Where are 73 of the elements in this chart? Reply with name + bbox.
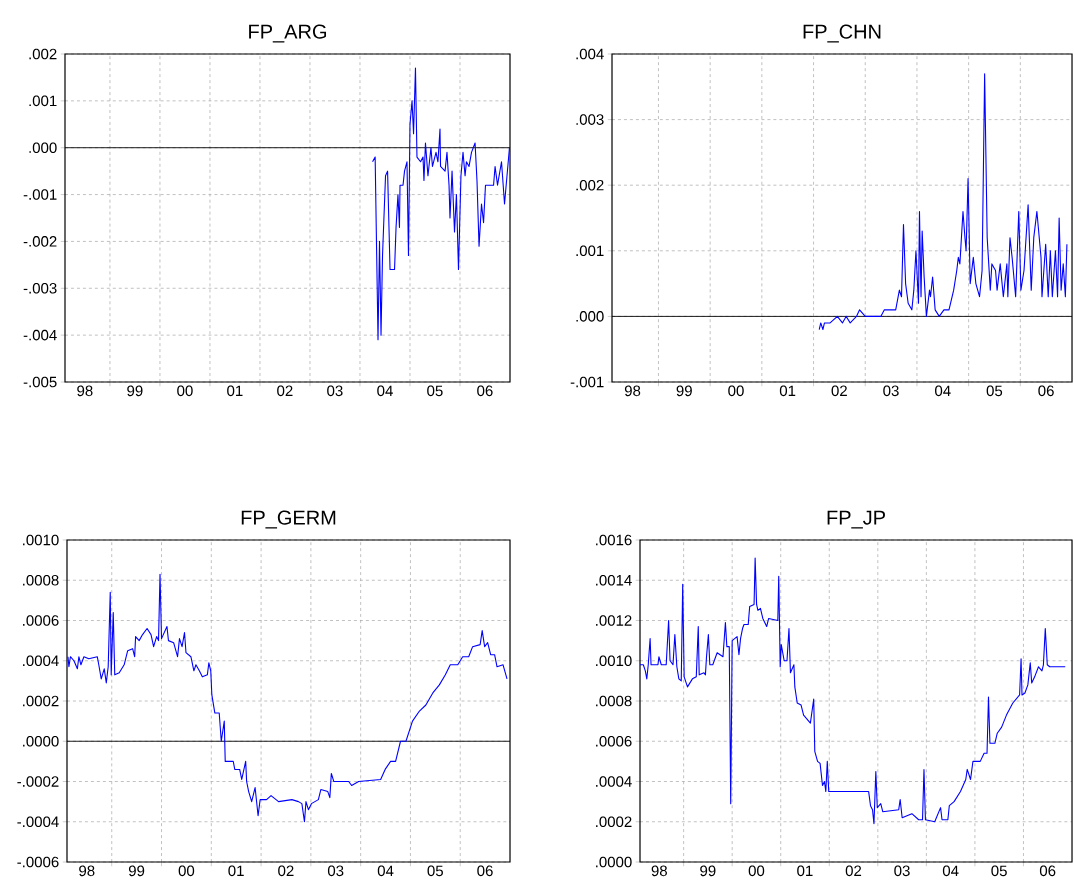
y-tick-label: .0006 [23,615,59,626]
y-tick-label: .000 [576,311,604,322]
x-tick-label: 05 [427,385,443,397]
x-tick-label: 00 [178,865,195,877]
x-tick-label: 02 [831,385,847,397]
y-tick-label: -.001 [23,189,57,200]
y-tick-label: .0002 [23,695,59,707]
y-tick-label: .000 [29,142,57,154]
y-tick-label: .001 [29,95,57,107]
chart-title: FP_ARG [249,24,327,43]
x-tick-label: 99 [127,385,143,397]
x-tick-label: 06 [477,865,493,877]
x-tick-label: 98 [77,385,93,397]
x-tick-label: 06 [1039,865,1056,877]
x-tick-label: 01 [797,865,813,877]
line-series [372,67,510,341]
x-tick-label: 03 [894,865,910,877]
y-tick-label: .0000 [596,856,632,868]
x-tick-label: 01 [227,385,243,397]
x-tick-label: 03 [327,385,343,397]
y-tick-label: .003 [576,114,604,125]
x-tick-label: 98 [624,385,641,397]
y-tick-label: -.001 [570,376,604,388]
y-tick-label: .0008 [596,695,632,707]
x-tick-label: 00 [728,385,744,397]
x-tick-label: 00 [177,385,193,397]
y-tick-label: -.005 [23,376,57,388]
y-tick-label: .0008 [23,574,59,586]
y-tick-label: .002 [29,48,57,60]
x-tick-label: 05 [427,865,443,877]
x-tick-label: 99 [128,865,145,877]
x-tick-label: 98 [79,865,95,877]
y-tick-label: .001 [576,245,604,257]
y-tick-label: .004 [576,48,604,60]
y-tick-label: .0000 [23,735,59,747]
x-tick-label: 03 [883,385,899,397]
x-tick-label: 06 [477,385,493,397]
x-tick-label: 04 [935,385,951,397]
y-tick-label: -.0006 [17,856,59,868]
y-tick-label: .0016 [596,534,632,546]
y-tick-label: .002 [576,179,604,191]
y-tick-label: .0004 [596,776,632,787]
y-tick-label: .0006 [596,735,632,747]
y-tick-label: .0002 [596,816,632,828]
y-tick-label: .0012 [596,615,632,626]
x-tick-label: 01 [228,865,244,877]
x-tick-label: 04 [942,865,959,877]
x-tick-label: 02 [845,865,862,877]
y-tick-label: .0010 [23,534,59,546]
y-tick-label: -.002 [23,236,57,247]
y-tick-label: -.0004 [17,816,59,828]
x-tick-label: 03 [327,865,344,877]
y-tick-label: .0004 [23,655,59,667]
x-tick-label: 02 [277,385,293,397]
x-tick-label: 02 [278,865,294,877]
x-tick-label: 00 [748,865,765,877]
chart-title: FP_CHN [803,24,881,43]
x-tick-label: 99 [676,385,692,397]
y-tick-label: -.0002 [17,776,59,787]
x-tick-label: 04 [377,865,394,877]
x-tick-label: 05 [986,385,1003,397]
x-tick-label: 06 [1038,385,1054,397]
chart-title: FP_GERM [241,510,336,529]
x-tick-label: 01 [779,385,796,397]
chart-title: FP_JP [827,510,885,529]
y-tick-label: .0014 [596,574,632,586]
y-tick-label: .0010 [596,655,632,667]
y-tick-label: -.004 [23,329,57,341]
x-tick-label: 98 [651,865,667,877]
x-tick-label: 99 [700,865,716,877]
y-tick-label: -.003 [23,282,57,294]
x-tick-label: 05 [991,865,1007,877]
x-tick-label: 04 [377,385,393,397]
